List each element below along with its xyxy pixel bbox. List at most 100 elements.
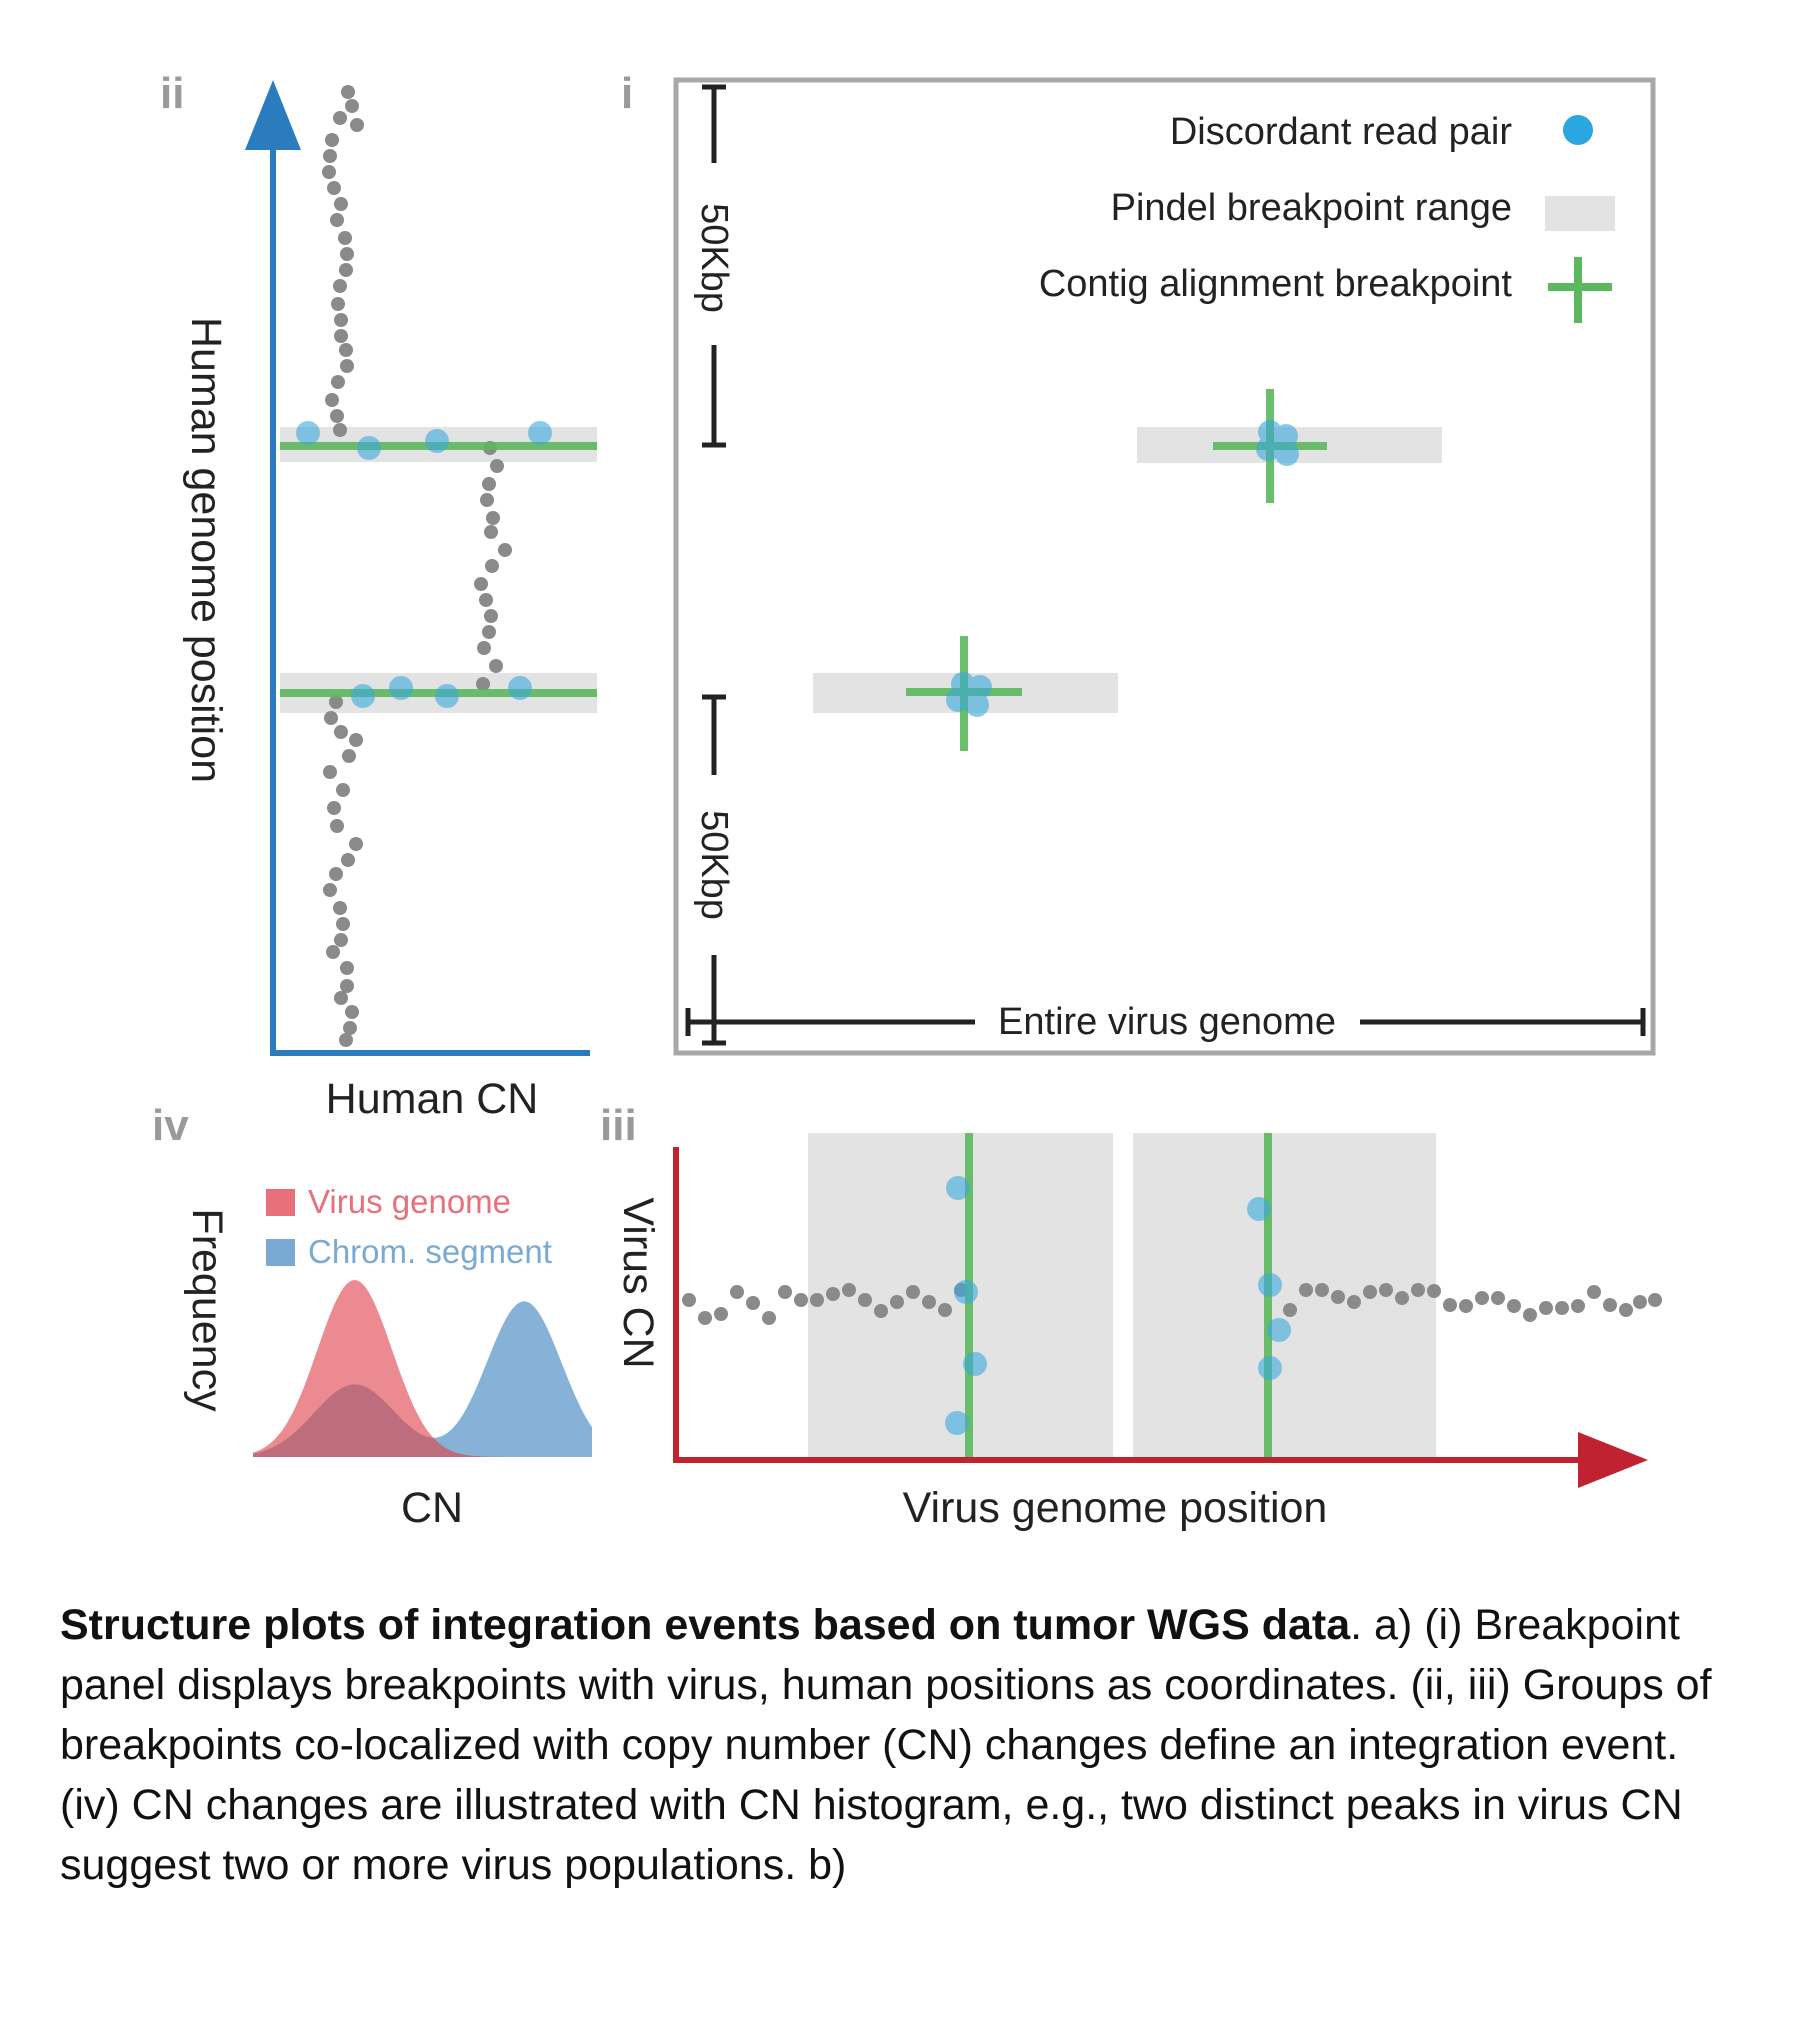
- cn-dot: [1427, 1284, 1441, 1298]
- panel-i-label: i: [621, 69, 633, 118]
- cn-dot: [938, 1303, 952, 1317]
- cn-dot: [339, 343, 353, 357]
- cn-dot: [1299, 1283, 1313, 1297]
- caption-title: Structure plots of integration events ba…: [60, 1601, 1351, 1649]
- read-pair-dot: [946, 1176, 970, 1200]
- cn-dot: [1411, 1283, 1425, 1297]
- read-pair-cluster-right: [1256, 420, 1299, 466]
- legend-virus-genome-swatch: [266, 1189, 295, 1216]
- cn-dot: [1347, 1295, 1361, 1309]
- legend-pindel-label: Pindel breakpoint range: [1111, 187, 1512, 229]
- scale-upper-label: 50Kbp: [693, 203, 735, 313]
- cn-dot: [327, 181, 341, 195]
- cn-dot: [339, 263, 353, 277]
- cn-dot: [334, 197, 348, 211]
- legend-chrom-segment-label: Chrom. segment: [308, 1233, 552, 1270]
- panel-iii: iii Virus CN Virus genome position: [600, 1101, 1662, 1532]
- cn-dot: [323, 149, 337, 163]
- cn-dot: [350, 118, 364, 132]
- cn-dot: [334, 933, 348, 947]
- cn-dot: [1571, 1299, 1585, 1313]
- breakpoint-panel-frame: [673, 77, 1656, 1056]
- cn-dot: [343, 1021, 357, 1035]
- cn-dot: [339, 1033, 353, 1047]
- cn-dot: [341, 85, 355, 99]
- read-pair-dot: [357, 436, 381, 460]
- read-pair-dot: [425, 429, 449, 453]
- cn-dot: [336, 917, 350, 931]
- cn-label: CN: [401, 1484, 463, 1532]
- cn-dot: [489, 659, 503, 673]
- cn-dot: [498, 543, 512, 557]
- cn-dot: [334, 329, 348, 343]
- virus-genome-position-label: Virus genome position: [903, 1484, 1328, 1532]
- cn-dot: [338, 231, 352, 245]
- cn-dot: [336, 783, 350, 797]
- cn-dot: [1619, 1303, 1633, 1317]
- cn-dot: [333, 423, 347, 437]
- read-pair-dot: [1258, 1273, 1282, 1297]
- cn-dot: [1379, 1283, 1393, 1297]
- cn-dot: [476, 677, 490, 691]
- cn-dot: [322, 165, 336, 179]
- cn-dot: [329, 695, 343, 709]
- legend-contig-icon: [1548, 257, 1612, 323]
- cn-dot: [858, 1293, 872, 1307]
- cn-dot: [334, 313, 348, 327]
- cn-dot: [341, 853, 355, 867]
- cn-dot: [682, 1293, 696, 1307]
- read-pair-dot: [945, 1411, 969, 1435]
- cn-dot: [778, 1285, 792, 1299]
- cn-dot: [333, 279, 347, 293]
- cn-dot: [874, 1304, 888, 1318]
- virus-genome-bar-label: Entire virus genome: [998, 1001, 1336, 1043]
- cn-dot: [334, 991, 348, 1005]
- cn-dot: [906, 1285, 920, 1299]
- cn-dot: [1539, 1301, 1553, 1315]
- cn-dot: [323, 765, 337, 779]
- density-overlap: [253, 1384, 592, 1457]
- scale-lower-label: 50Kbp: [693, 810, 735, 920]
- cn-dot: [1315, 1283, 1329, 1297]
- read-pair-dot: [389, 676, 413, 700]
- virus-genome-axis-arrow: [1578, 1432, 1648, 1488]
- human-genome-position-label: Human genome position: [182, 317, 230, 783]
- cn-dot: [746, 1296, 760, 1310]
- human-genome-axis-arrow: [245, 80, 301, 150]
- cn-dot: [1363, 1285, 1377, 1299]
- cn-dot: [484, 609, 498, 623]
- cn-dot: [1283, 1303, 1297, 1317]
- read-pair-dot: [1258, 1356, 1282, 1380]
- cn-dot: [330, 409, 344, 423]
- cn-dot: [329, 867, 343, 881]
- human-read-pairs: [296, 421, 552, 708]
- cn-dot: [890, 1295, 904, 1309]
- virus-cn-label: Virus CN: [614, 1197, 662, 1368]
- cn-dot: [345, 1005, 359, 1019]
- cn-dot: [826, 1287, 840, 1301]
- panel-ii: ii Human genome position Human CN: [160, 69, 597, 1123]
- read-pair-dot: [528, 421, 552, 445]
- panel-iv-label: iv: [152, 1101, 189, 1150]
- cn-dot: [1491, 1291, 1505, 1305]
- read-pair-dot: [508, 676, 532, 700]
- read-pair-dot: [1267, 1318, 1291, 1342]
- cn-dot: [333, 111, 347, 125]
- cn-dot: [810, 1293, 824, 1307]
- cn-dot: [922, 1295, 936, 1309]
- read-pair-dot: [351, 684, 375, 708]
- caption-body: . a) (i) Breakpoint panel displays break…: [60, 1601, 1712, 1889]
- cn-dot: [484, 525, 498, 539]
- cn-dot: [345, 99, 359, 113]
- cn-dot: [1507, 1299, 1521, 1313]
- cn-dot: [485, 559, 499, 573]
- read-pair-dot: [296, 421, 320, 445]
- cn-dot: [482, 477, 496, 491]
- cn-dot: [333, 901, 347, 915]
- cn-dot: [490, 459, 504, 473]
- cn-dot: [479, 593, 493, 607]
- figure-caption: Structure plots of integration events ba…: [60, 1595, 1740, 1895]
- cn-dot: [480, 493, 494, 507]
- cn-dot: [698, 1311, 712, 1325]
